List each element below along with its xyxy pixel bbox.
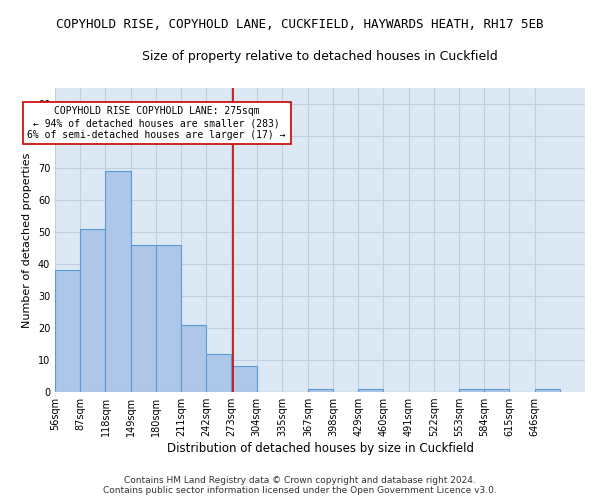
Text: COPYHOLD RISE, COPYHOLD LANE, CUCKFIELD, HAYWARDS HEATH, RH17 5EB: COPYHOLD RISE, COPYHOLD LANE, CUCKFIELD,…	[56, 18, 544, 30]
Title: Size of property relative to detached houses in Cuckfield: Size of property relative to detached ho…	[142, 50, 498, 63]
X-axis label: Distribution of detached houses by size in Cuckfield: Distribution of detached houses by size …	[167, 442, 473, 455]
Bar	[156, 244, 181, 392]
Bar	[131, 244, 156, 392]
Bar	[308, 389, 333, 392]
Bar	[181, 325, 206, 392]
Bar	[206, 354, 232, 392]
Bar	[459, 389, 484, 392]
Text: Contains HM Land Registry data © Crown copyright and database right 2024.
Contai: Contains HM Land Registry data © Crown c…	[103, 476, 497, 495]
Bar	[484, 389, 509, 392]
Bar	[535, 389, 560, 392]
Text: COPYHOLD RISE COPYHOLD LANE: 275sqm
← 94% of detached houses are smaller (283)
6: COPYHOLD RISE COPYHOLD LANE: 275sqm ← 94…	[28, 106, 286, 140]
Bar	[55, 270, 80, 392]
Bar	[232, 366, 257, 392]
Bar	[358, 389, 383, 392]
Bar	[106, 171, 131, 392]
Bar	[80, 228, 106, 392]
Y-axis label: Number of detached properties: Number of detached properties	[22, 152, 32, 328]
